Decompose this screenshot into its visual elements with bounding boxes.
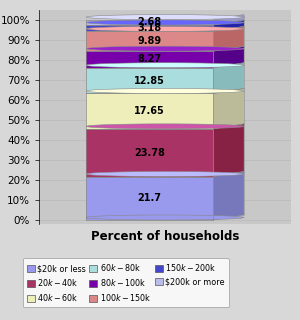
X-axis label: Percent of households: Percent of households (91, 229, 239, 243)
Polygon shape (86, 63, 244, 68)
Polygon shape (86, 20, 213, 25)
Polygon shape (86, 124, 244, 129)
Polygon shape (86, 93, 213, 129)
Polygon shape (213, 20, 244, 31)
Text: 21.7: 21.7 (138, 193, 162, 203)
Text: 8.27: 8.27 (138, 54, 162, 64)
Polygon shape (213, 124, 244, 177)
Polygon shape (86, 129, 213, 177)
Polygon shape (86, 46, 244, 51)
Polygon shape (86, 31, 213, 51)
Polygon shape (213, 89, 244, 129)
Polygon shape (86, 215, 244, 220)
Polygon shape (86, 26, 244, 31)
Polygon shape (213, 15, 244, 25)
Polygon shape (86, 89, 244, 93)
Polygon shape (86, 172, 244, 177)
Legend: $20k or less, $20k - $40k, $40k - $60k, $60k - $80k, $80k - $100k, $100k - $150k: $20k or less, $20k - $40k, $40k - $60k, … (23, 258, 229, 307)
Polygon shape (213, 63, 244, 93)
Polygon shape (213, 172, 244, 220)
Polygon shape (86, 177, 213, 220)
Text: 3.18: 3.18 (138, 23, 162, 33)
Polygon shape (213, 46, 244, 68)
Polygon shape (86, 15, 244, 20)
Text: 23.78: 23.78 (134, 148, 165, 158)
Polygon shape (86, 25, 213, 31)
Text: 9.89: 9.89 (138, 36, 162, 46)
Text: 17.65: 17.65 (134, 106, 165, 116)
Polygon shape (213, 26, 244, 51)
Polygon shape (86, 20, 244, 25)
Text: 2.68: 2.68 (138, 17, 162, 27)
Polygon shape (86, 68, 213, 93)
Polygon shape (86, 51, 213, 68)
Text: 12.85: 12.85 (134, 76, 165, 86)
